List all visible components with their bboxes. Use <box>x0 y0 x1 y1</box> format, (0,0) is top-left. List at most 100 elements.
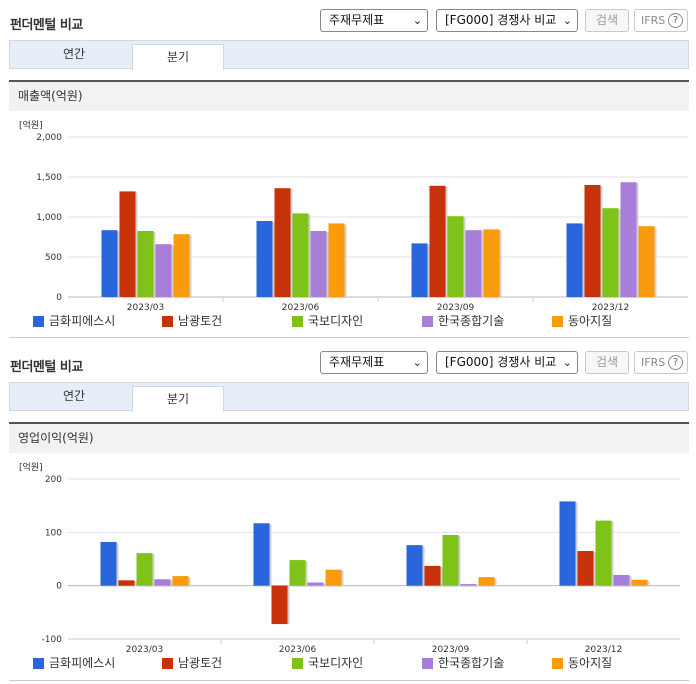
bar[interactable] <box>411 243 428 297</box>
fundamental-panel-sales: 펀더멘털 비교 주재무제표 ⌄ [FG000] 경쟁사 비교 ⌄ 검색 IFRS… <box>9 9 689 338</box>
bar[interactable] <box>483 229 500 297</box>
chevron-down-icon: ⌄ <box>412 356 422 369</box>
x-tick-label: 2023/06 <box>279 645 317 655</box>
bar-shadow <box>462 585 479 587</box>
tab-quarterly[interactable]: 분기 <box>132 44 224 70</box>
bar[interactable] <box>119 191 136 297</box>
legend-label: 금화피에스시 <box>49 656 116 670</box>
x-tick-label: 2023/12 <box>585 645 622 655</box>
legend-item[interactable]: 한국종합기술 <box>422 313 504 329</box>
legend-item[interactable]: 금화피에스시 <box>33 313 115 329</box>
operating-profit-bar-chart: -100 0 100 200 2023/03 2023/06 2023/09 2023/12 <box>42 475 680 655</box>
y-tick-label: 0 <box>56 582 62 592</box>
bar[interactable] <box>566 223 583 297</box>
legend-item[interactable]: 남광토건 <box>162 313 222 329</box>
legend-item[interactable]: 동아지질 <box>552 313 612 329</box>
bar[interactable] <box>292 213 309 297</box>
bar[interactable] <box>424 565 441 586</box>
bar[interactable] <box>638 226 655 297</box>
legend-swatch <box>552 658 563 669</box>
bar[interactable] <box>613 575 630 586</box>
divider <box>9 337 689 338</box>
y-tick-label: 500 <box>45 253 62 263</box>
legend-swatch <box>552 316 563 327</box>
statement-select[interactable]: 주재무제표 ⌄ <box>320 9 428 32</box>
peer-select[interactable]: [FG000] 경쟁사 비교 ⌄ <box>436 9 578 32</box>
legend-item[interactable]: 남광토건 <box>162 655 222 671</box>
legend-swatch <box>33 658 44 669</box>
statement-select-value: 주재무제표 <box>329 13 385 27</box>
help-icon: ? <box>668 13 683 28</box>
ifrs-label: IFRS <box>641 14 666 27</box>
legend-label: 국보디자인 <box>308 314 364 328</box>
bar[interactable] <box>307 582 324 586</box>
bar[interactable] <box>447 216 464 297</box>
tab-quarterly[interactable]: 분기 <box>132 386 224 412</box>
legend-item[interactable]: 한국종합기술 <box>422 655 504 671</box>
bar[interactable] <box>478 577 495 586</box>
bar[interactable] <box>631 579 648 586</box>
bar[interactable] <box>328 223 345 297</box>
bar[interactable] <box>620 182 637 297</box>
bar[interactable] <box>325 569 342 586</box>
y-tick-label: -100 <box>42 635 63 645</box>
legend-label: 남광토건 <box>178 656 223 670</box>
bar[interactable] <box>100 541 117 586</box>
search-button[interactable]: 검색 <box>585 351 629 374</box>
statement-select-value: 주재무제표 <box>329 355 385 369</box>
bar[interactable] <box>253 523 270 586</box>
bar[interactable] <box>137 231 154 297</box>
panel-title: 펀더멘털 비교 <box>10 360 83 375</box>
statement-select[interactable]: 주재무제표 ⌄ <box>320 351 428 374</box>
tab-annual[interactable]: 연간 <box>62 389 86 403</box>
ifrs-help-button[interactable]: IFRS ? <box>634 351 688 374</box>
chevron-down-icon: ⌄ <box>562 14 572 27</box>
bar[interactable] <box>602 208 619 297</box>
bar[interactable] <box>154 579 171 586</box>
bar[interactable] <box>274 188 291 297</box>
x-tick-label: 2023/06 <box>282 303 320 313</box>
legend-item[interactable]: 동아지질 <box>552 655 612 671</box>
bar[interactable] <box>256 221 273 297</box>
legend-swatch <box>292 658 303 669</box>
chart-legend: 금화피에스시 남광토건 국보디자인 한국종합기술 동아지질 <box>0 655 696 673</box>
bar[interactable] <box>429 185 446 297</box>
y-tick-label: 1,500 <box>36 173 62 183</box>
bar[interactable] <box>460 584 477 586</box>
bar[interactable] <box>155 244 172 297</box>
bar[interactable] <box>406 545 423 586</box>
panel-header: 펀더멘털 비교 주재무제표 ⌄ [FG000] 경쟁사 비교 ⌄ 검색 IFRS… <box>0 342 696 382</box>
bar[interactable] <box>173 234 190 297</box>
chevron-down-icon: ⌄ <box>412 14 422 27</box>
bar[interactable] <box>136 553 153 586</box>
legend-label: 국보디자인 <box>308 656 364 670</box>
bar[interactable] <box>271 585 288 625</box>
bar[interactable] <box>595 520 612 586</box>
bar[interactable] <box>101 230 118 297</box>
legend-item[interactable]: 금화피에스시 <box>33 655 115 671</box>
tab-annual[interactable]: 연간 <box>62 47 86 61</box>
bar[interactable] <box>584 185 601 297</box>
peer-select-value: [FG000] 경쟁사 비교 <box>445 13 557 27</box>
legend-label: 한국종합기술 <box>438 656 505 670</box>
period-tabs: 연간 분기 <box>9 40 689 70</box>
bar[interactable] <box>577 551 594 586</box>
peer-select[interactable]: [FG000] 경쟁사 비교 ⌄ <box>436 351 578 374</box>
search-button[interactable]: 검색 <box>585 9 629 32</box>
legend-item[interactable]: 국보디자인 <box>292 655 363 671</box>
x-tick-label: 2023/09 <box>437 303 475 313</box>
help-icon: ? <box>668 355 683 370</box>
bar[interactable] <box>442 535 459 586</box>
bar[interactable] <box>118 580 135 586</box>
bar[interactable] <box>465 230 482 297</box>
bar[interactable] <box>559 501 576 586</box>
bar[interactable] <box>172 576 189 586</box>
bar[interactable] <box>289 560 306 586</box>
bar[interactable] <box>310 231 327 297</box>
ifrs-help-button[interactable]: IFRS ? <box>634 9 688 32</box>
legend-item[interactable]: 국보디자인 <box>292 313 363 329</box>
legend-label: 동아지질 <box>568 656 613 670</box>
x-tick-label: 2023/09 <box>432 645 470 655</box>
y-tick-label: 0 <box>56 293 62 303</box>
unit-label: [억원] <box>19 463 43 473</box>
